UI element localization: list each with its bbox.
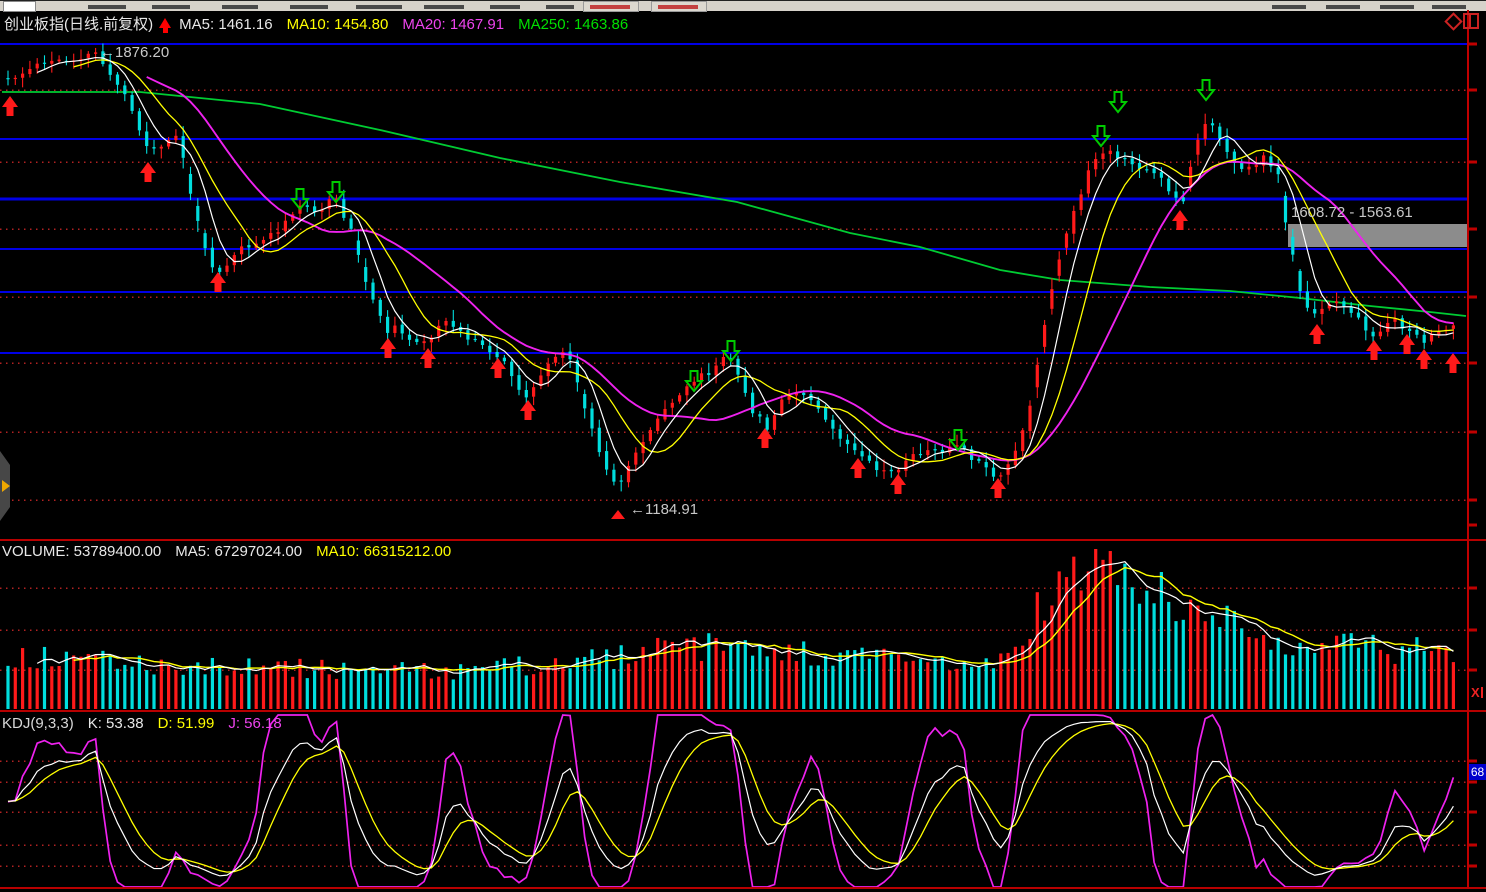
split-pane-icon[interactable] (1463, 13, 1479, 29)
menu-item-clipped[interactable] (1380, 5, 1414, 9)
expand-arrow-icon[interactable] (2, 480, 10, 492)
menu-item-clipped[interactable] (290, 5, 328, 9)
kdj-axis-value-badge: 68 (1469, 764, 1486, 780)
volume-legend: VOLUME: 53789400.00 MA5: 67297024.00 MA10:… (2, 543, 465, 560)
kdj-d-value: D: 51.99 (157, 715, 215, 732)
kdj-k-value: K: 53.38 (87, 715, 144, 732)
volume-ma10-value: MA10: 66315212.00 (316, 543, 452, 560)
menu-input-box[interactable] (3, 1, 36, 12)
indicator-close-mark (1481, 687, 1483, 698)
menu-item-clipped[interactable] (658, 5, 698, 9)
menu-item-clipped[interactable] (222, 5, 258, 9)
menu-item-clipped[interactable] (490, 5, 520, 9)
volume-ma5-value: MA5: 67297024.00 (175, 543, 303, 560)
indicator-close-button[interactable]: X (1471, 685, 1480, 700)
kdj-j-value: J: 56.18 (228, 715, 282, 732)
instrument-title: 创业板指(日线.前复权) (4, 16, 154, 33)
ma5-value: MA5: 1461.16 (179, 16, 273, 33)
menu-item-clipped[interactable] (88, 5, 126, 9)
low-price-annotation: ←1184.91 (630, 501, 699, 518)
up-arrow-icon (159, 18, 172, 33)
menu-item-clipped[interactable] (590, 5, 630, 9)
menu-item-clipped[interactable] (152, 5, 190, 9)
high-price-annotation: ←1876.20 (100, 44, 170, 61)
menu-item-clipped[interactable] (1326, 5, 1360, 9)
ma10-value: MA10: 1454.80 (286, 16, 389, 33)
kdj-label: KDJ(9,3,3) (2, 715, 74, 732)
ma20-value: MA20: 1467.91 (402, 16, 505, 33)
menu-item-clipped[interactable] (1272, 5, 1306, 9)
menu-bar-clipped[interactable] (0, 0, 1486, 12)
main-legend: 创业板指(日线.前复权) MA5: 1461.16 MA10: 1454.80 MA2… (4, 13, 642, 34)
gap-range-annotation: 1608.72 - 1563.61 (1291, 204, 1413, 221)
menu-item-clipped[interactable] (546, 5, 574, 9)
menu-item-clipped[interactable] (356, 5, 402, 9)
ma250-value: MA250: 1463.86 (518, 16, 629, 33)
volume-value: VOLUME: 53789400.00 (2, 543, 162, 560)
menu-item-clipped[interactable] (1432, 5, 1466, 9)
menu-item-clipped[interactable] (424, 5, 464, 9)
kdj-legend: KDJ(9,3,3) K: 53.38 D: 51.99 J: 56.18 (2, 715, 296, 732)
